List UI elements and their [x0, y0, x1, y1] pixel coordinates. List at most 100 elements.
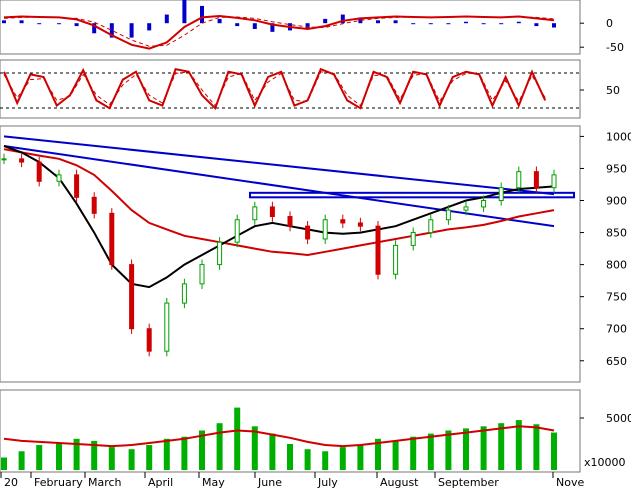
candle-body-18 [322, 219, 328, 240]
candle-body-19 [340, 219, 346, 224]
volume-bar-12 [216, 423, 223, 470]
macd-histogram-bar-30 [534, 23, 539, 27]
macd-tick-label-0: 0 [606, 17, 613, 30]
volume-bar-13 [234, 407, 241, 470]
macd-tick-label-1: -50 [606, 41, 624, 54]
candle-body-7 [129, 264, 135, 330]
price-tick-label-2: 900 [606, 195, 627, 208]
volume-bar-4 [73, 438, 80, 470]
volume-bars [1, 407, 557, 470]
volume-ticks: 50000 [580, 412, 631, 425]
volume-bar-30 [533, 424, 540, 470]
candle-body-13 [234, 219, 240, 243]
macd-histogram-bar-23 [411, 23, 416, 25]
price-tick-label-7: 650 [606, 355, 627, 368]
macd-histogram-bar-12 [217, 18, 222, 24]
volume-bar-14 [251, 426, 258, 470]
price-tick-label-1: 950 [606, 162, 627, 175]
macd-histogram-bar-8 [147, 23, 152, 31]
macd-histogram [2, 0, 556, 38]
candle-body-11 [199, 264, 205, 285]
candle-body-26 [463, 206, 469, 211]
x-label-6: July [317, 476, 338, 489]
macd-histogram-bar-28 [499, 23, 504, 25]
macd-histogram-bar-4 [74, 23, 79, 27]
price-ticks: 1000 950 900 850 800 750 700 650 [580, 130, 631, 368]
macd-histogram-bar-9 [164, 14, 169, 24]
price-tick-label-3: 850 [606, 227, 627, 240]
volume-moving-average [3, 425, 555, 448]
volume-bar-18 [322, 451, 329, 470]
candle-body-31 [551, 174, 557, 189]
support-band [249, 191, 575, 199]
macd-histogram-bar-27 [481, 23, 486, 25]
x-label-5: June [257, 476, 282, 489]
macd-histogram-bar-22 [393, 20, 398, 24]
macd-signal-line [3, 16, 555, 47]
candle-body-23 [410, 232, 416, 246]
candle-body-9 [164, 302, 170, 352]
macd-histogram-bar-7 [129, 23, 134, 38]
macd-histogram-bar-17 [305, 23, 310, 29]
candle-body-24 [428, 219, 434, 234]
x-axis-labels: 20 February March April May June July August Sep… [0, 472, 584, 489]
volume-bar-10 [181, 436, 188, 470]
price-tick-label-0: 1000 [606, 130, 631, 143]
volume-bar-19 [339, 447, 346, 470]
candle-body-8 [146, 328, 152, 352]
price-trendline-1 [3, 145, 555, 228]
macd-histogram-bar-18 [323, 18, 328, 24]
candle-body-6 [109, 212, 115, 266]
price-trendline-0 [3, 135, 555, 196]
x-label-3: April [148, 476, 173, 489]
macd-histogram-bar-0 [2, 20, 6, 24]
volume-bar-7 [128, 449, 135, 470]
x-label-7: August [380, 476, 419, 489]
candle-body-29 [516, 171, 522, 189]
stochastic-k-line [3, 67, 547, 111]
moving-average-black [3, 145, 555, 289]
candle-body-30 [533, 171, 539, 189]
candle-body-27 [481, 200, 487, 208]
price-candles [1, 153, 557, 357]
candle-body-12 [217, 241, 223, 266]
stochastic-ticks: 50 [580, 84, 620, 97]
volume-bar-29 [515, 420, 522, 470]
candle-body-2 [36, 161, 42, 182]
volume-bar-28 [498, 423, 505, 470]
volume-tick-label-0: 50000 [606, 412, 631, 425]
macd-histogram-bar-24 [428, 23, 433, 25]
volume-bar-9 [163, 438, 170, 470]
candle-body-17 [305, 225, 311, 240]
volume-bar-3 [56, 442, 62, 470]
volume-bar-21 [375, 438, 381, 470]
macd-histogram-bar-14 [252, 23, 257, 29]
x-label-0: 20 [4, 476, 18, 489]
volume-bar-25 [445, 430, 452, 470]
x-label-8: September [438, 476, 499, 489]
volume-unit-label: x10000 [584, 456, 626, 469]
candle-body-1 [19, 158, 25, 163]
macd-histogram-bar-1 [19, 20, 24, 24]
volume-bar-8 [146, 445, 153, 470]
stochastic-d-line [3, 71, 546, 107]
panel-stochastic: 50 [0, 59, 620, 119]
macd-histogram-bar-29 [516, 21, 521, 24]
panel-stochastic-frame [0, 59, 581, 119]
candle-body-4 [74, 174, 80, 198]
candle-body-20 [357, 222, 363, 227]
volume-bar-23 [410, 436, 417, 470]
candle-body-16 [287, 216, 293, 227]
macd-histogram-bar-10 [182, 0, 187, 24]
macd-histogram-bar-3 [57, 23, 61, 25]
macd-histogram-bar-11 [200, 5, 204, 24]
volume-bar-27 [480, 426, 487, 470]
macd-histogram-bar-25 [446, 23, 451, 25]
x-label-9: Nove [556, 476, 584, 489]
moving-average-red [3, 148, 555, 257]
candle-body-21 [375, 225, 381, 275]
volume-bar-17 [304, 449, 311, 470]
volume-bar-1 [18, 451, 25, 470]
